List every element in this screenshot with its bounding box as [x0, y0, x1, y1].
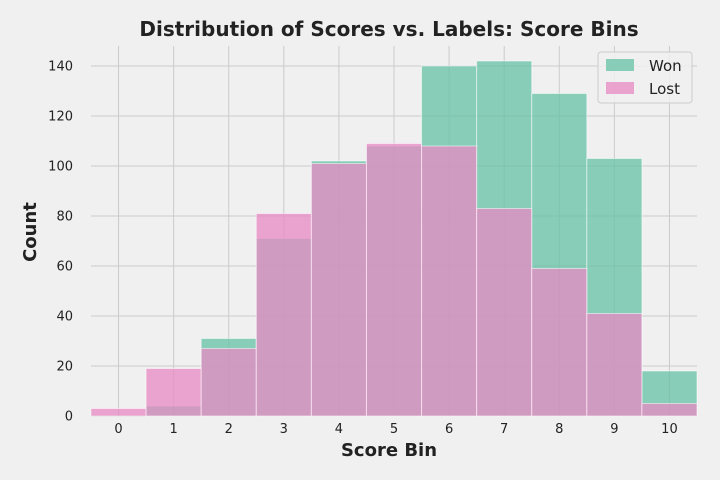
x-tick-label: 7 [500, 422, 508, 437]
x-axis-label: Score Bin [341, 440, 437, 461]
bar-lost [365, 143, 423, 417]
bar-lost [145, 368, 202, 417]
y-tick-label: 140 [48, 60, 73, 75]
y-tick-label: 100 [48, 160, 73, 175]
legend-label-lost: Lost [649, 80, 680, 98]
bar-lost [421, 145, 478, 417]
y-tick-label: 120 [48, 110, 73, 125]
x-tick-label: 1 [169, 422, 177, 437]
bar-lost [476, 208, 533, 417]
bar-lost [255, 213, 312, 417]
bar-lost [200, 348, 257, 417]
bars [90, 60, 698, 417]
x-tick-label: 10 [661, 422, 678, 437]
x-tick-label: 5 [390, 422, 398, 437]
bar-lost [90, 408, 147, 417]
bar-lost [531, 268, 588, 417]
y-tick-label: 40 [56, 310, 73, 325]
legend-swatch-lost [606, 82, 634, 94]
legend-swatch-won [606, 59, 634, 71]
y-tick-label: 60 [56, 260, 73, 275]
chart-title: Distribution of Scores vs. Labels: Score… [139, 17, 638, 41]
x-tick-label: 2 [225, 422, 233, 437]
x-tick-label: 9 [610, 422, 618, 437]
bar-lost [586, 313, 643, 417]
y-tick-label: 20 [56, 360, 73, 375]
tick-labels: 0 20 40 60 80 100 120 140 0 1 2 3 4 5 6 7 8 9 10 [48, 60, 678, 438]
legend-label-won: Won [649, 57, 682, 75]
x-tick-label: 4 [335, 422, 343, 437]
legend: Won Lost [597, 51, 693, 104]
x-tick-label: 0 [114, 422, 122, 437]
y-axis-label: Count [20, 202, 41, 262]
x-tick-label: 6 [445, 422, 453, 437]
x-tick-label: 3 [280, 422, 288, 437]
bar-lost [310, 163, 367, 417]
y-tick-label: 0 [65, 410, 73, 425]
x-tick-label: 8 [555, 422, 563, 437]
y-tick-label: 80 [56, 210, 73, 225]
bar-lost [641, 403, 698, 417]
